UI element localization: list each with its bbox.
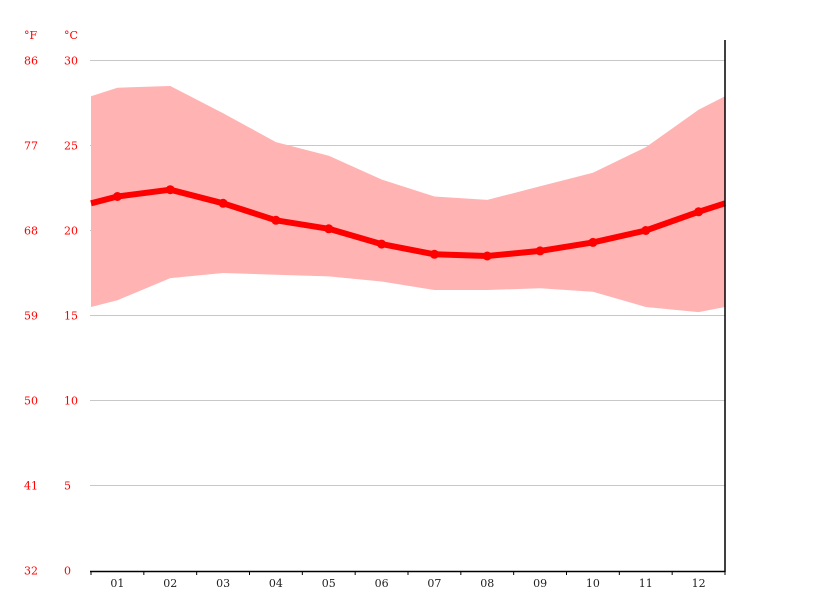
data-point xyxy=(588,237,598,247)
y-tick-c: 15 xyxy=(64,310,78,323)
x-tick-label: 11 xyxy=(639,577,653,590)
x-tick-label: 05 xyxy=(322,577,336,590)
x-axis-ticks xyxy=(90,571,726,575)
y-tick-c: 0 xyxy=(64,565,71,578)
data-point xyxy=(165,185,175,195)
x-tick-label: 08 xyxy=(480,577,494,590)
x-tick-label: 09 xyxy=(533,577,547,590)
y-tick-f: 41 xyxy=(24,480,38,493)
y-tick-c: 20 xyxy=(64,225,78,238)
y-tick-c: 10 xyxy=(64,395,78,408)
x-tick-label: 01 xyxy=(110,577,124,590)
y-tick-f: 50 xyxy=(24,395,38,408)
data-point xyxy=(377,239,387,249)
data-point xyxy=(271,215,281,225)
y-axis-labels: 32 0 41 5 50 10 59 15 68 20 77 25 86 30 xyxy=(24,55,78,578)
data-point xyxy=(112,192,122,201)
data-point xyxy=(218,198,228,208)
average-temperature-line xyxy=(90,186,726,259)
x-tick-label: 03 xyxy=(216,577,230,590)
x-axis-labels: 01 02 03 04 05 06 07 08 09 10 11 12 xyxy=(110,577,705,590)
average-temperature-points xyxy=(112,185,704,261)
unit-fahrenheit: °F xyxy=(24,29,38,42)
x-tick-label: 12 xyxy=(692,577,706,590)
data-point xyxy=(535,246,545,256)
x-tick-label: 10 xyxy=(586,577,600,590)
y-tick-f: 86 xyxy=(24,55,38,68)
data-point xyxy=(324,224,334,234)
y-tick-f: 59 xyxy=(24,310,38,323)
data-point xyxy=(641,226,651,235)
y-tick-f: 32 xyxy=(24,565,38,578)
unit-celsius: °C xyxy=(64,29,78,42)
y-tick-c: 5 xyxy=(64,480,71,493)
temperature-range-band xyxy=(91,86,725,313)
x-tick-label: 06 xyxy=(375,577,389,590)
x-tick-label: 02 xyxy=(163,577,177,590)
data-point xyxy=(482,251,492,261)
x-tick-label: 07 xyxy=(427,577,441,590)
y-tick-c: 25 xyxy=(64,140,78,153)
x-tick-label: 04 xyxy=(269,577,283,590)
data-point xyxy=(694,207,704,217)
y-tick-c: 30 xyxy=(64,55,78,68)
y-tick-f: 68 xyxy=(24,225,38,238)
y-tick-f: 77 xyxy=(24,140,38,153)
data-point xyxy=(429,249,439,259)
